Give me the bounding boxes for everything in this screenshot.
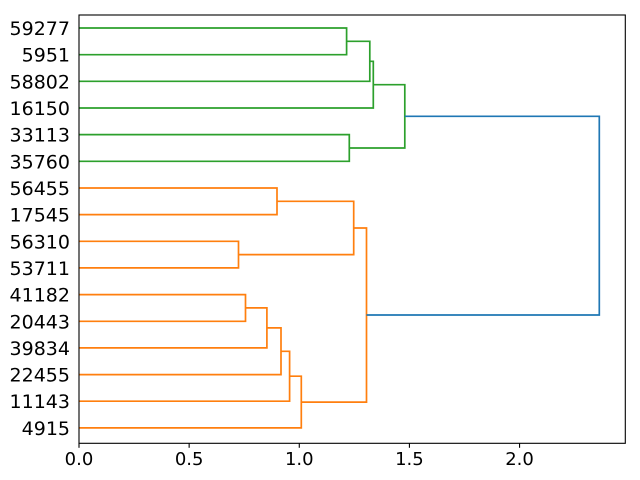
leaf-label: 11143 [10,391,70,413]
leaf-label: 35760 [10,151,70,173]
leaf-label: 56310 [10,231,70,253]
leaf-label: 56455 [10,178,70,200]
leaf-label: 33113 [10,125,70,147]
plot-border [78,14,626,444]
leaf-label: 16150 [10,98,70,120]
leaf-label: 20443 [10,311,70,333]
leaf-label: 4915 [22,418,70,440]
x-tick-label: 0.0 [65,449,94,470]
leaf-label: 39834 [10,338,70,360]
x-tick-label: 1.0 [285,449,314,470]
leaf-label: 5951 [22,45,70,67]
leaf-label: 58802 [10,71,70,93]
x-tick-label: 2.0 [505,449,534,470]
leaf-label: 53711 [10,258,70,280]
leaf-label: 41182 [10,285,70,307]
leaf-label: 22455 [10,365,70,387]
leaf-label: 17545 [10,205,70,227]
leaf-label: 59277 [10,18,70,40]
dendrogram-link-root [366,115,601,316]
x-tick-label: 1.5 [395,449,424,470]
x-tick-label: 0.5 [175,449,204,470]
